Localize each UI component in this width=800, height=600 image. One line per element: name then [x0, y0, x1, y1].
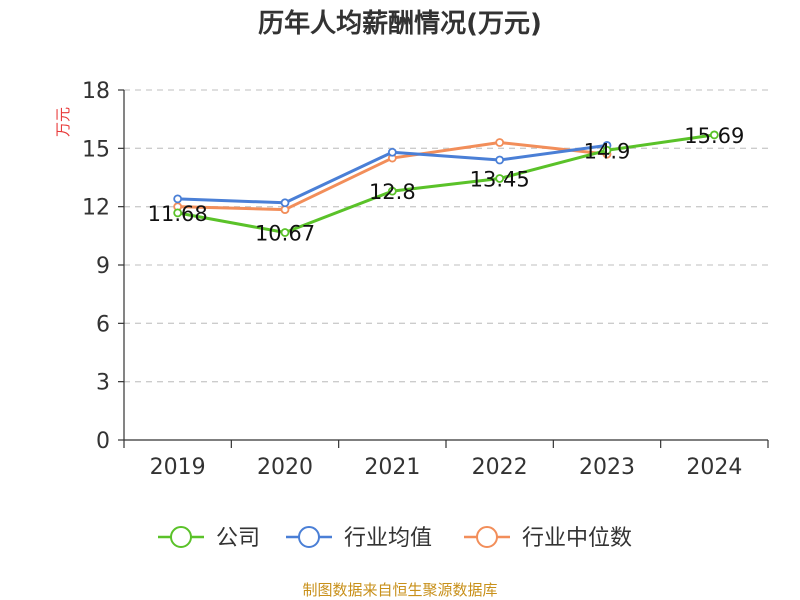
data-labels: 11.68 10.67 12.8 13.45 14.9 15.69	[148, 124, 745, 246]
legend-item[interactable]: 行业中位数	[464, 526, 632, 551]
legend-label: 行业均值	[344, 526, 432, 551]
series-0	[173, 130, 719, 237]
legend-item[interactable]: 行业均值	[286, 526, 432, 551]
data-point	[495, 174, 505, 183]
grid-lines	[124, 89, 768, 383]
x-tick-label: 2020	[257, 455, 313, 480]
data-label: 13.45	[470, 167, 530, 191]
y-tick-label: 3	[96, 371, 110, 396]
y-tick-labels: 0 3 6 9 12 15 18	[82, 79, 110, 454]
x-tick-label: 2023	[579, 455, 635, 480]
x-tick-label: 2022	[472, 455, 528, 480]
data-point	[280, 228, 290, 237]
data-label: 15.69	[684, 124, 744, 148]
data-point	[173, 194, 183, 204]
legend[interactable]: 公司 行业均值 行业中位数	[158, 526, 632, 551]
series-line	[177, 133, 715, 235]
data-label: 11.68	[148, 202, 208, 226]
legend-marker	[298, 526, 320, 548]
legend-marker	[476, 526, 498, 548]
data-point	[495, 155, 505, 165]
data-point	[709, 130, 719, 140]
data-point	[280, 198, 290, 208]
data-point	[495, 138, 505, 147]
y-tick-label: 6	[96, 312, 110, 337]
data-point	[387, 186, 397, 196]
x-tick-label: 2019	[150, 455, 206, 480]
axes	[118, 89, 769, 448]
legend-label: 行业中位数	[522, 526, 632, 551]
y-tick-label: 9	[96, 254, 110, 279]
chart-title: 历年人均薪酬情况(万元)	[258, 8, 542, 39]
data-point	[602, 145, 612, 155]
source-note: 制图数据来自恒生聚源数据库	[302, 581, 497, 599]
y-axis-label: 万元	[54, 107, 72, 137]
data-label: 12.8	[369, 180, 416, 204]
legend-label: 公司	[216, 526, 260, 551]
series-group	[173, 130, 719, 237]
x-tick-label: 2024	[686, 455, 742, 480]
y-tick-label: 15	[82, 137, 110, 162]
x-tick-label: 2021	[364, 455, 420, 480]
y-tick-label: 18	[82, 79, 110, 104]
series-1	[173, 141, 612, 208]
data-point	[387, 147, 397, 157]
legend-marker	[170, 526, 192, 548]
data-label: 10.67	[255, 222, 315, 246]
data-label: 14.9	[584, 139, 631, 163]
y-tick-label: 0	[96, 429, 110, 454]
y-tick-label: 12	[82, 196, 110, 221]
data-point	[173, 208, 183, 218]
x-tick-labels: 2019 2020 2021 2022 2023 2024	[150, 455, 743, 480]
legend-item[interactable]: 公司	[158, 526, 260, 551]
